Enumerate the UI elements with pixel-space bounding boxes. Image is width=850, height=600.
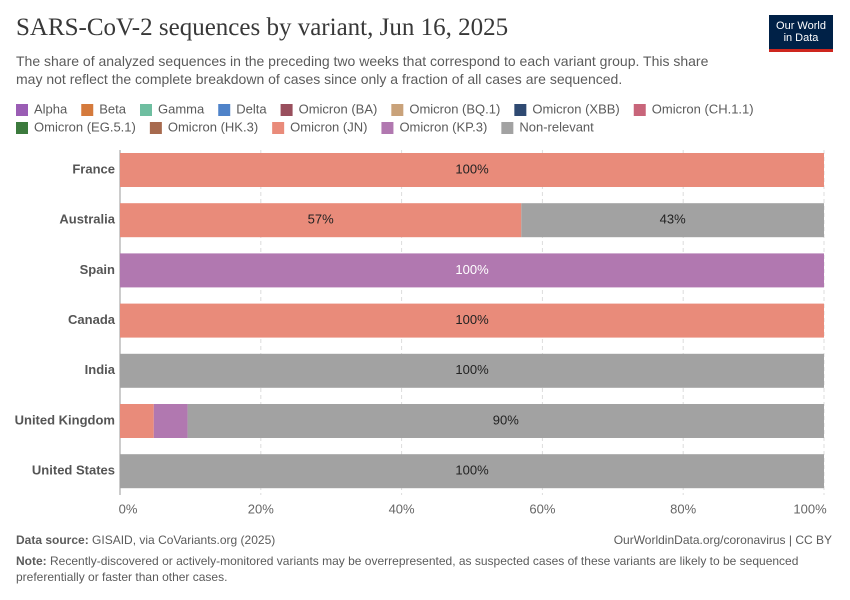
legend-label: Omicron (JN) bbox=[290, 119, 367, 134]
value-label: 100% bbox=[455, 161, 489, 176]
x-tick-label: 40% bbox=[389, 501, 415, 516]
legend-label: Omicron (KP.3) bbox=[399, 119, 487, 134]
bar-segment bbox=[120, 303, 824, 338]
legend-label: Omicron (EG.5.1) bbox=[34, 119, 136, 134]
x-tick-label: 0% bbox=[119, 501, 138, 516]
chart-title: SARS-CoV-2 sequences by variant, Jun 16,… bbox=[16, 14, 509, 41]
value-label: 43% bbox=[660, 212, 686, 227]
bar-segment bbox=[521, 203, 824, 238]
legend-swatch bbox=[16, 104, 28, 116]
note-label: Note: bbox=[16, 554, 47, 568]
note-text: Recently-discovered or actively-monitore… bbox=[16, 554, 799, 584]
y-tick-label: United Kingdom bbox=[15, 412, 115, 427]
bar-segment bbox=[120, 353, 824, 388]
bar-segment bbox=[153, 404, 188, 438]
legend-swatch bbox=[633, 104, 646, 116]
bar-segment bbox=[120, 404, 154, 438]
legend-swatch bbox=[514, 104, 527, 116]
legend-swatch bbox=[280, 104, 293, 116]
legend-swatch bbox=[16, 122, 28, 134]
y-tick-label: Spain bbox=[80, 262, 115, 277]
legend-label: Omicron (CH.1.1) bbox=[652, 101, 754, 116]
value-label: 90% bbox=[493, 412, 519, 427]
value-label: 57% bbox=[308, 212, 334, 227]
y-tick-label: France bbox=[72, 161, 115, 176]
value-label: 100% bbox=[455, 463, 489, 478]
bar-segment bbox=[187, 404, 825, 438]
legend-swatch bbox=[501, 122, 514, 134]
legend-label: Omicron (BA) bbox=[299, 101, 378, 116]
legend-label: Delta bbox=[236, 101, 267, 116]
logo-text: Our World bbox=[776, 20, 826, 32]
value-label: 100% bbox=[455, 362, 489, 377]
legend-swatch bbox=[140, 104, 152, 116]
y-tick-label: India bbox=[85, 362, 116, 377]
legend-swatch bbox=[218, 104, 231, 116]
value-label: 100% bbox=[455, 312, 489, 327]
source: Data source: GISAID, via CoVariants.org … bbox=[16, 532, 275, 548]
bar-segment bbox=[120, 203, 522, 238]
legend-label: Non-relevant bbox=[519, 119, 594, 134]
legend-label: Gamma bbox=[158, 101, 205, 116]
legend-label: Alpha bbox=[34, 101, 68, 116]
x-tick-label: 80% bbox=[670, 501, 696, 516]
bar-segment bbox=[120, 153, 824, 187]
legend-label: Omicron (BQ.1) bbox=[409, 101, 500, 116]
x-tick-label: 100% bbox=[793, 501, 827, 516]
logo[interactable]: Our World in Data bbox=[769, 15, 833, 52]
source-url[interactable]: OurWorldinData.org/coronavirus | CC BY bbox=[613, 533, 832, 547]
y-tick-label: Canada bbox=[68, 312, 116, 327]
legend-swatch bbox=[81, 104, 94, 116]
legend-swatch bbox=[149, 122, 162, 134]
x-tick-label: 60% bbox=[529, 501, 555, 516]
value-label: 100% bbox=[455, 262, 489, 277]
source-text: GISAID, via CoVariants.org (2025) bbox=[92, 533, 276, 547]
logo-text: in Data bbox=[783, 32, 819, 44]
bar-segment bbox=[120, 253, 824, 288]
legend-label: Beta bbox=[99, 101, 127, 116]
legend-label: Omicron (HK.3) bbox=[168, 119, 258, 134]
y-tick-label: United States bbox=[32, 463, 115, 478]
legend-label: Omicron (XBB) bbox=[532, 101, 619, 116]
x-tick-label: 20% bbox=[248, 501, 274, 516]
legend-swatch bbox=[381, 122, 394, 134]
note: Note: Recently-discovered or actively-mo… bbox=[16, 553, 806, 585]
legend-swatch bbox=[272, 122, 285, 134]
source-label: Data source: bbox=[16, 533, 89, 547]
chart-subtitle: The share of analyzed sequences in the p… bbox=[16, 53, 709, 87]
y-tick-label: Australia bbox=[59, 212, 115, 227]
chart: Alpha Beta Gamma Delta Omicron (BA) Omicron (… bbox=[15, 101, 827, 516]
legend-swatch bbox=[391, 104, 404, 116]
bar-segment bbox=[120, 454, 824, 489]
